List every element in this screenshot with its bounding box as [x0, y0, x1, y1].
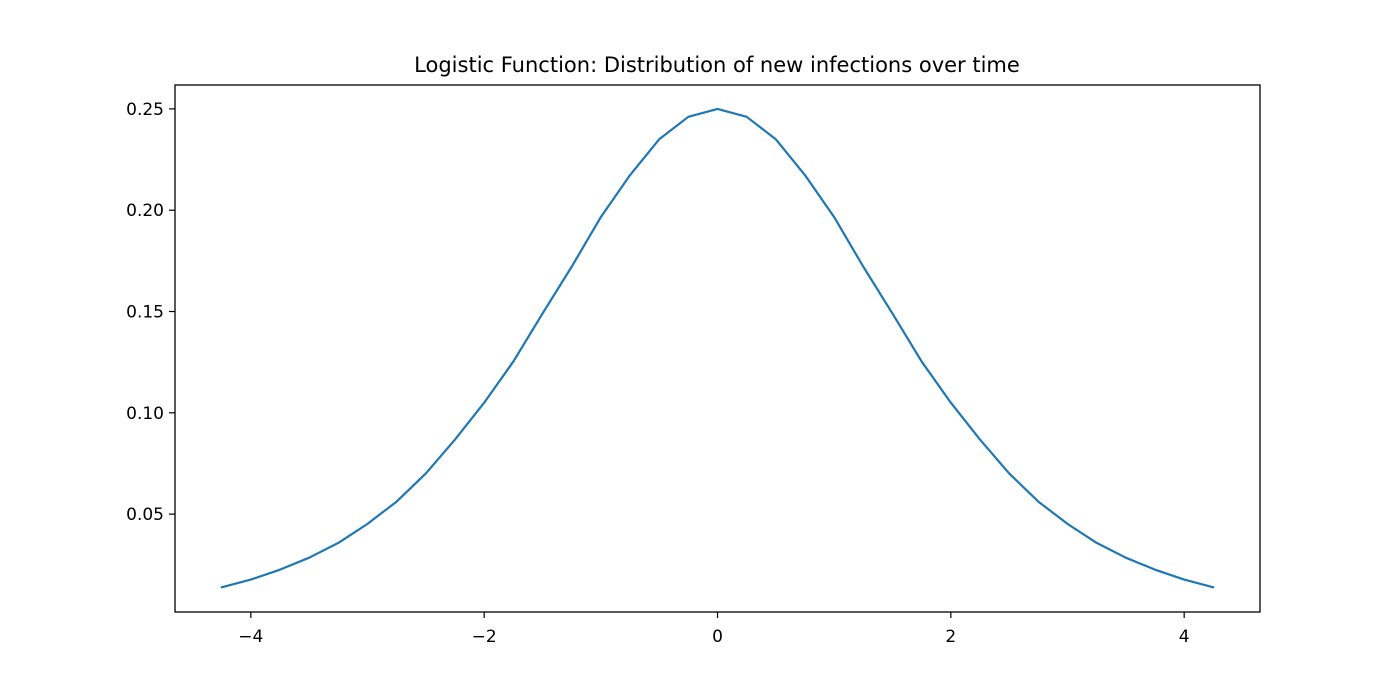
y-tick-label-2: 0.15: [126, 303, 164, 323]
x-axis-ticks: −4 −2 0 2 4: [238, 612, 1190, 647]
y-tick-label-4: 0.25: [126, 100, 164, 120]
chart-title: Logistic Function: Distribution of new i…: [414, 53, 1020, 77]
series-line-0: [220, 107, 1215, 589]
x-tick-label-3: 2: [945, 627, 956, 647]
x-tick-label-4: 4: [1179, 627, 1190, 647]
x-tick-label-2: 0: [712, 627, 723, 647]
series-layer: [220, 107, 1215, 589]
plot-frame: [174, 84, 1261, 613]
y-axis-ticks: 0.05 0.10 0.15 0.20 0.25: [126, 100, 175, 525]
y-tick-label-0: 0.05: [126, 505, 164, 525]
y-tick-label-1: 0.10: [126, 404, 164, 424]
x-tick-label-1: −2: [472, 627, 497, 647]
y-tick-label-3: 0.20: [126, 201, 164, 221]
x-tick-label-0: −4: [238, 627, 263, 647]
